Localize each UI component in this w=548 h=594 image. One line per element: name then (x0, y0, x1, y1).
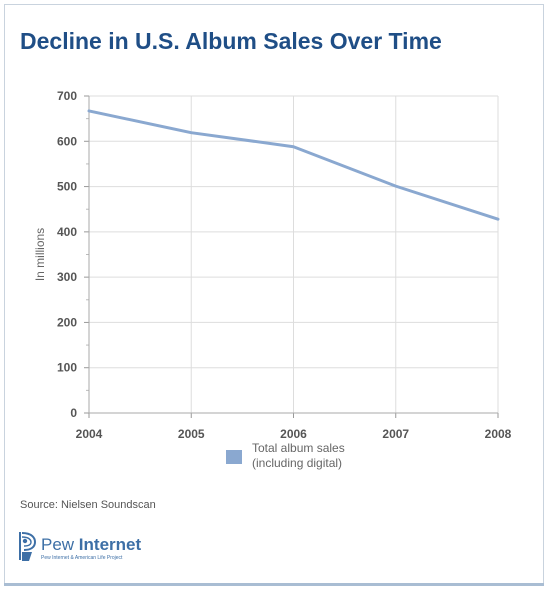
y-tick-label: 100 (57, 361, 77, 375)
legend-label: (including digital) (252, 456, 342, 470)
y-tick-label: 600 (57, 134, 77, 148)
x-tick-label: 2004 (76, 427, 103, 441)
bottom-divider (4, 583, 544, 586)
x-tick-label: 2005 (178, 427, 205, 441)
chart-card (4, 4, 544, 584)
legend-swatch (226, 450, 242, 464)
source-note: Source: Nielsen Soundscan (20, 499, 156, 511)
legend-label: Total album sales (252, 441, 345, 455)
x-tick-label: 2008 (485, 427, 512, 441)
y-axis-label: In millions (33, 228, 47, 281)
x-tick-label: 2006 (280, 427, 307, 441)
logo-name-bold: Internet (78, 535, 142, 554)
logo-tagline: Pew Internet & American Life Project (41, 555, 123, 561)
pew-logo-icon (19, 532, 37, 561)
y-tick-label: 700 (57, 89, 77, 103)
pew-internet-logo: Pew Internet Pew Internet & American Lif… (18, 530, 141, 564)
logo-name-light: Pew (41, 535, 79, 554)
x-tick-label: 2007 (382, 427, 409, 441)
series-line (87, 109, 500, 221)
y-tick-label: 200 (57, 315, 77, 329)
y-tick-label: 500 (57, 180, 77, 194)
y-tick-label: 400 (57, 225, 77, 239)
logo-wordmark: Pew Internet (41, 536, 141, 554)
chart-title: Decline in U.S. Album Sales Over Time (20, 28, 442, 54)
line-chart: 0 100 200 300 400 500 600 700 2004 2005 2006 2007 20… (33, 89, 512, 470)
y-tick-label: 300 (57, 270, 77, 284)
y-tick-label: 0 (70, 406, 77, 420)
